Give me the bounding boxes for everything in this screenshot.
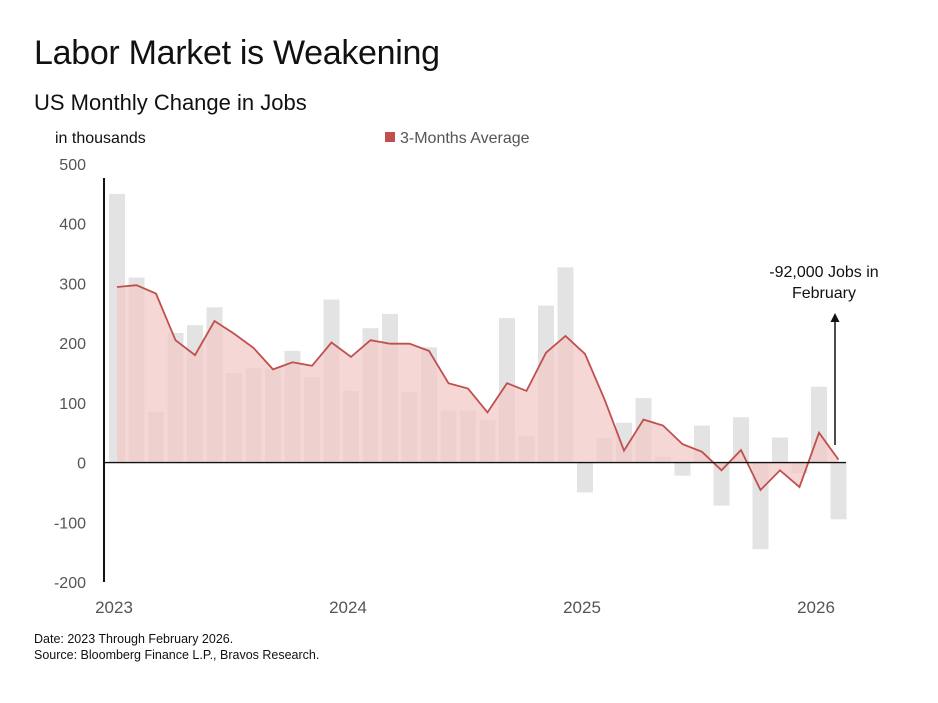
y-tick-label: -200	[54, 575, 86, 592]
x-tick-label-2025: 2025	[563, 598, 601, 617]
legend-label: 3-Months Average	[400, 130, 530, 147]
annotation-arrowhead	[830, 313, 840, 322]
y-tick-label: -100	[54, 515, 86, 532]
y-tick-label: 500	[59, 157, 86, 174]
chart-title: Labor Market is Weakening	[34, 34, 440, 72]
average-line	[116, 284, 840, 492]
y-tick-label: 200	[59, 336, 86, 353]
x-tick-label-2023: 2023	[95, 598, 133, 617]
y-axis-label: in thousands	[55, 130, 146, 147]
annotation-line2: February	[792, 285, 856, 302]
average-area	[117, 285, 839, 490]
y-tick-label: 400	[59, 217, 86, 234]
chart-subtitle: US Monthly Change in Jobs	[34, 90, 307, 115]
legend-swatch	[385, 132, 395, 142]
bar-2025-01	[577, 462, 593, 493]
bar-2026-02	[830, 462, 847, 520]
source-note: Source: Bloomberg Finance L.P., Bravos R…	[34, 648, 320, 662]
y-tick-label: 300	[59, 276, 86, 293]
bar-2025-08	[713, 462, 730, 506]
bar-2025-06	[674, 462, 691, 476]
x-tick-label-2024: 2024	[329, 598, 367, 617]
y-tick-label: 100	[59, 396, 86, 413]
y-tick-label: 0	[77, 456, 86, 473]
bar-2025-11	[772, 437, 788, 463]
annotation-line1: -92,000 Jobs in	[769, 264, 878, 281]
date-note: Date: 2023 Through February 2026.	[34, 632, 234, 646]
bar-2025-09	[733, 417, 749, 463]
chart-notes: Date: 2023 Through February 2026. Source…	[34, 631, 319, 663]
x-tick-label-2026: 2026	[797, 598, 835, 617]
